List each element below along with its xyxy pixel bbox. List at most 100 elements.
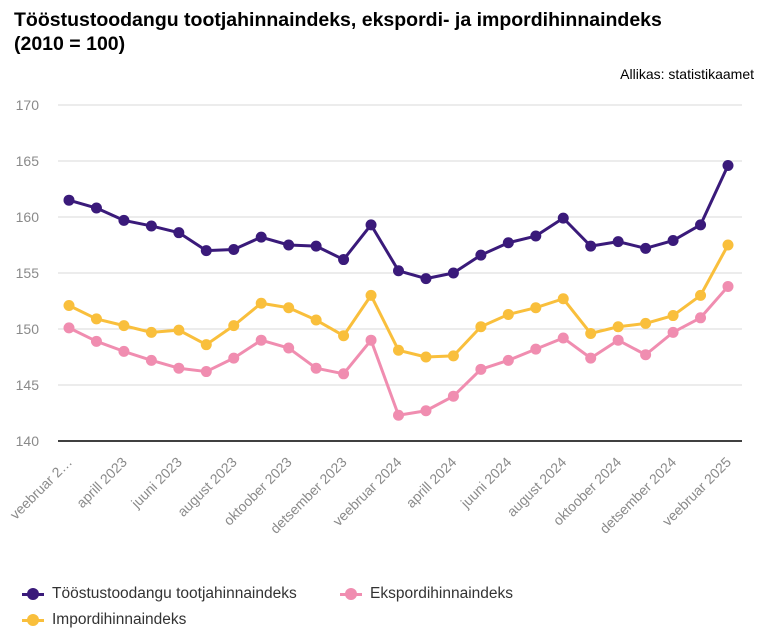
data-point[interactable] — [530, 230, 542, 242]
data-point[interactable] — [447, 267, 459, 279]
data-point[interactable] — [200, 245, 212, 257]
data-point[interactable] — [228, 320, 240, 332]
y-tick-label: 160 — [16, 209, 40, 225]
data-point[interactable] — [695, 289, 707, 301]
legend-item-tootjahinnaindeks[interactable]: Tööstustoodangu tootjahinnaindeks — [22, 585, 297, 603]
data-point[interactable] — [310, 362, 322, 374]
data-point[interactable] — [228, 243, 240, 255]
data-point[interactable] — [365, 289, 377, 301]
series-line — [68, 244, 730, 359]
legend-label: Ekspordihinnaindeks — [370, 585, 514, 602]
data-point[interactable] — [667, 310, 679, 322]
data-point[interactable] — [393, 409, 404, 421]
data-point[interactable] — [63, 322, 75, 334]
data-point[interactable] — [255, 231, 267, 243]
chart-source: Allikas: statistikaamet — [620, 66, 754, 82]
data-point[interactable] — [420, 273, 432, 285]
data-point[interactable] — [420, 405, 432, 417]
legend-label: Impordihinnaindeks — [52, 611, 187, 628]
data-point[interactable] — [502, 308, 514, 320]
data-point[interactable] — [612, 236, 624, 248]
chart-title-line-2: (2010 = 100) — [14, 33, 126, 55]
data-point[interactable] — [640, 317, 652, 329]
data-point[interactable] — [310, 240, 322, 252]
data-point[interactable] — [447, 350, 459, 362]
data-point[interactable] — [640, 242, 652, 254]
data-point[interactable] — [475, 249, 487, 261]
data-point[interactable] — [695, 219, 707, 231]
data-point[interactable] — [393, 344, 404, 356]
data-point[interactable] — [612, 334, 624, 346]
data-point[interactable] — [90, 313, 102, 325]
data-point[interactable] — [118, 214, 130, 226]
data-point[interactable] — [585, 240, 597, 252]
series-1 — [63, 159, 734, 285]
data-point[interactable] — [145, 354, 157, 366]
data-point[interactable] — [722, 159, 734, 171]
data-point[interactable] — [585, 327, 597, 339]
y-tick-label: 150 — [16, 321, 40, 337]
data-point[interactable] — [640, 349, 652, 361]
data-point[interactable] — [63, 299, 75, 311]
data-point[interactable] — [612, 321, 624, 333]
data-point[interactable] — [365, 219, 377, 231]
data-point[interactable] — [557, 212, 569, 224]
legend-item-impordihinnaindeks[interactable]: Impordihinnaindeks — [22, 611, 186, 629]
data-point[interactable] — [667, 235, 679, 247]
data-point[interactable] — [90, 335, 102, 347]
data-point[interactable] — [338, 330, 350, 342]
data-point[interactable] — [173, 324, 185, 336]
y-axis-ticks: 140 145 150 155 160 165 170 — [16, 97, 40, 449]
series-3 — [63, 239, 734, 363]
x-tick-label: aprill 2023 — [73, 454, 130, 511]
data-point[interactable] — [145, 220, 157, 232]
data-point[interactable] — [145, 326, 157, 338]
data-point[interactable] — [255, 334, 267, 346]
data-point[interactable] — [475, 321, 487, 333]
data-point[interactable] — [722, 280, 734, 292]
legend-marker-icon — [340, 587, 362, 601]
data-point[interactable] — [420, 351, 432, 363]
legend: Tööstustoodangu tootjahinnaindeks Ekspor… — [22, 585, 762, 635]
data-point[interactable] — [90, 202, 102, 214]
data-point[interactable] — [695, 312, 707, 324]
data-point[interactable] — [228, 352, 240, 364]
data-point[interactable] — [283, 342, 295, 354]
series-line — [68, 164, 730, 281]
data-point[interactable] — [722, 239, 734, 251]
data-point[interactable] — [173, 362, 185, 374]
data-point[interactable] — [200, 366, 212, 378]
data-point[interactable] — [118, 345, 130, 357]
legend-item-ekspordihinnaindeks[interactable]: Ekspordihinnaindeks — [340, 585, 513, 603]
data-point[interactable] — [283, 302, 295, 314]
series-group — [63, 159, 734, 421]
data-point[interactable] — [475, 363, 487, 375]
data-point[interactable] — [338, 368, 350, 380]
data-point[interactable] — [200, 339, 212, 351]
data-point[interactable] — [283, 239, 295, 251]
data-point[interactable] — [530, 343, 542, 355]
data-point[interactable] — [447, 390, 459, 402]
data-point[interactable] — [502, 237, 514, 249]
data-point[interactable] — [365, 334, 377, 346]
x-tick-label: juuni 2023 — [127, 454, 185, 512]
data-point[interactable] — [63, 194, 75, 206]
data-point[interactable] — [338, 254, 350, 266]
data-point[interactable] — [585, 352, 597, 364]
data-point[interactable] — [310, 314, 322, 326]
chart-title-line-1: Tööstustoodangu tootjahinnaindeks, ekspo… — [14, 9, 662, 31]
y-tick-label: 140 — [16, 433, 40, 449]
data-point[interactable] — [667, 326, 679, 338]
data-point[interactable] — [502, 354, 514, 366]
data-point[interactable] — [118, 320, 130, 332]
data-point[interactable] — [557, 332, 569, 344]
data-point[interactable] — [530, 302, 542, 314]
data-point[interactable] — [557, 293, 569, 305]
series-2 — [63, 280, 734, 421]
legend-label: Tööstustoodangu tootjahinnaindeks — [52, 585, 297, 602]
data-point[interactable] — [393, 265, 404, 277]
data-point[interactable] — [173, 227, 185, 239]
legend-marker-icon — [22, 613, 44, 627]
data-point[interactable] — [255, 297, 267, 309]
